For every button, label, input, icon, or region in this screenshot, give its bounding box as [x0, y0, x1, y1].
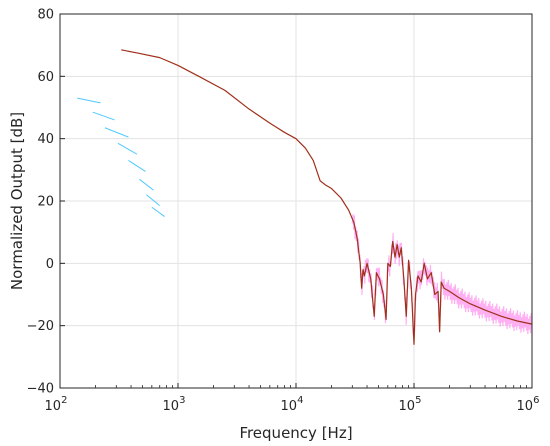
series-dash-segment: [117, 142, 138, 155]
ticks: −40 −20 0 20 40 60 80 102 103 104 105 106: [27, 8, 540, 415]
y-tick-label: 20: [37, 195, 54, 210]
y-axis-label: Normalized Output [dB]: [8, 112, 26, 290]
series-layer: [77, 49, 533, 345]
series-dash-segment: [151, 206, 165, 217]
grid: [60, 14, 532, 388]
x-tick-label: 105: [399, 395, 422, 414]
x-tick-label: 102: [45, 395, 68, 414]
y-tick-label: 40: [37, 132, 54, 147]
y-tick-label: 0: [46, 257, 54, 272]
series-dash-segment: [128, 160, 146, 172]
y-tick-label: 80: [37, 8, 54, 23]
x-tick-exponent: 6: [533, 395, 539, 406]
y-tick-label: 60: [37, 70, 54, 85]
x-tick-exponent: 3: [179, 395, 185, 406]
y-tick-label: −20: [27, 319, 54, 334]
series-dash-segment: [104, 127, 129, 138]
x-tick-label: 106: [517, 395, 540, 414]
x-axis-label: Frequency [Hz]: [239, 424, 352, 442]
x-tick-label: 103: [163, 395, 186, 414]
x-tick-exponent: 5: [415, 395, 421, 406]
series-noise-line: [351, 214, 533, 336]
series-dash-segment: [77, 97, 101, 104]
series-dash-segment: [92, 111, 115, 121]
series-dash-segment: [139, 178, 154, 191]
x-tick-label: 104: [281, 395, 304, 414]
x-tick-exponent: 2: [61, 395, 67, 406]
x-tick-exponent: 4: [297, 395, 303, 406]
series-dash-segment: [146, 194, 161, 207]
y-tick-label: −40: [27, 382, 54, 397]
series-main-line: [121, 49, 533, 345]
